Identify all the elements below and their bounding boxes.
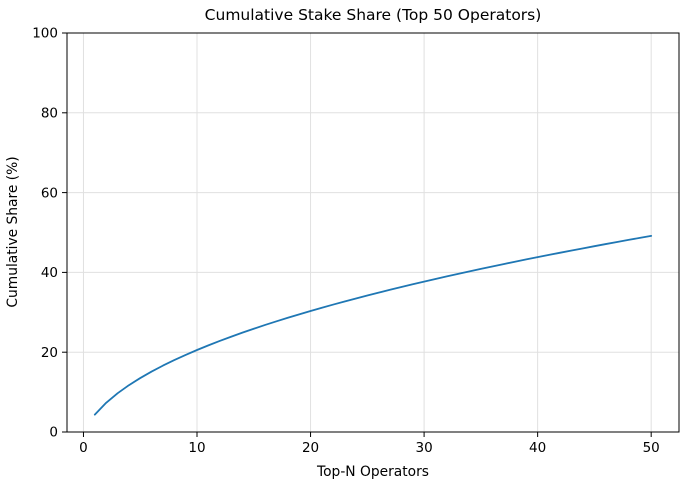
plot-border-spines bbox=[66, 32, 680, 433]
tick-labels: 0 10 20 30 40 50 0 20 40 60 80 100 bbox=[32, 26, 660, 456]
x-axis-label: Top-N Operators bbox=[316, 464, 429, 480]
y-axis-label: Cumulative Share (%) bbox=[5, 156, 21, 307]
x-tick-label-20: 20 bbox=[302, 440, 319, 456]
x-tick-label-50: 50 bbox=[643, 440, 660, 456]
x-tick-label-30: 30 bbox=[416, 440, 433, 456]
y-tick-label-100: 100 bbox=[32, 26, 58, 42]
x-tick-label-40: 40 bbox=[529, 440, 546, 456]
x-tick-label-0: 0 bbox=[79, 440, 88, 456]
y-tick-label-0: 0 bbox=[49, 425, 58, 441]
y-tick-label-40: 40 bbox=[41, 265, 58, 281]
cumulative-share-line bbox=[93, 234, 653, 416]
y-tick-label-20: 20 bbox=[41, 345, 58, 361]
gridlines bbox=[67, 32, 679, 433]
x-tick-label-10: 10 bbox=[188, 440, 205, 456]
y-tick-label-60: 60 bbox=[41, 185, 58, 201]
axis-ticks bbox=[62, 32, 652, 437]
chart-title: Cumulative Stake Share (Top 50 Operators… bbox=[205, 6, 542, 24]
y-tick-label-80: 80 bbox=[41, 106, 58, 122]
